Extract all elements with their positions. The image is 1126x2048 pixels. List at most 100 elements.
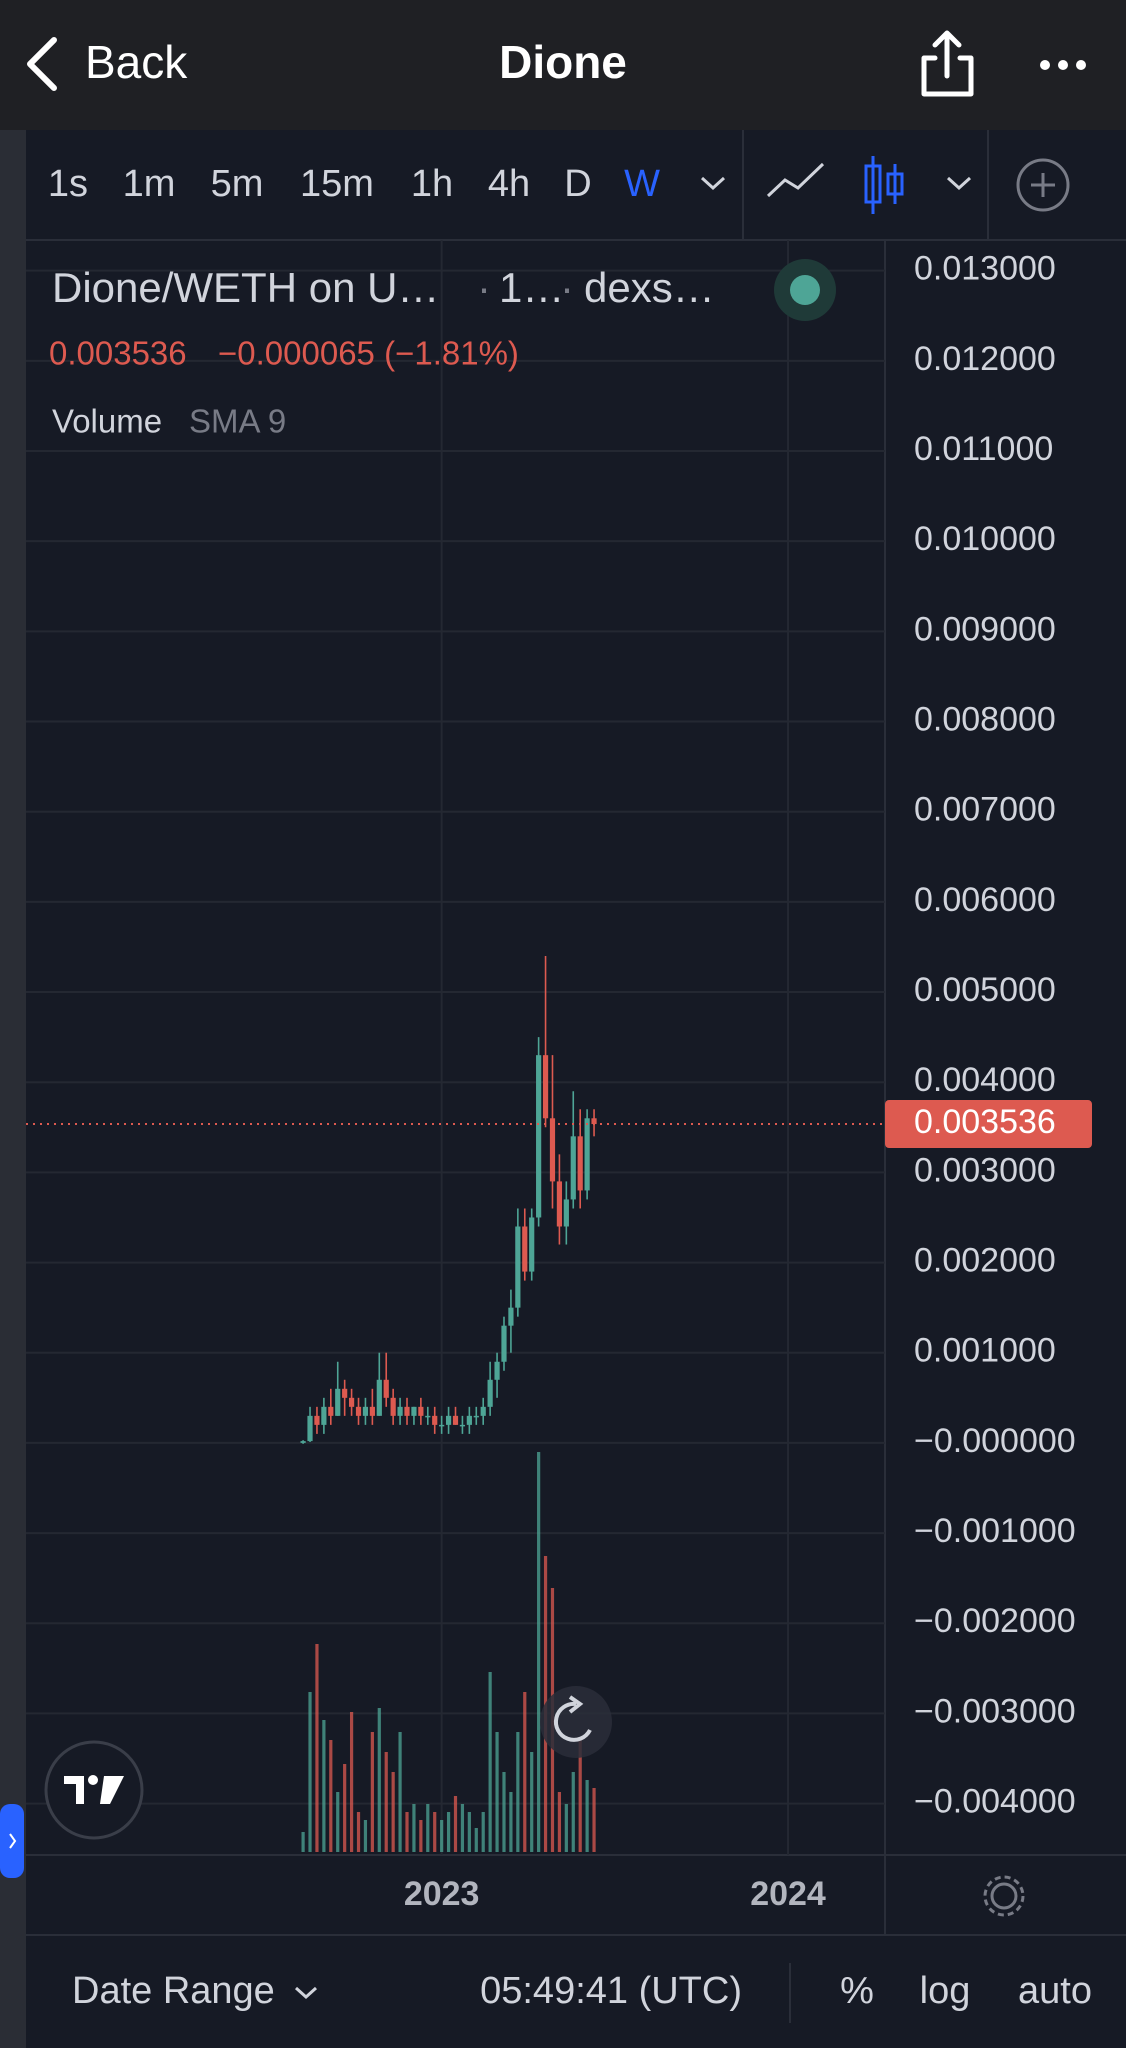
candle-body bbox=[508, 1307, 514, 1326]
volume-bar bbox=[398, 1732, 402, 1852]
volume-bar bbox=[433, 1812, 437, 1852]
plot-area: 0.013000 0.012000 0.011000 0.010000 0.009000… bbox=[26, 240, 1092, 1913]
candle-body bbox=[487, 1379, 493, 1407]
volume-bar bbox=[578, 1740, 582, 1852]
interval-button[interactable]: 4h bbox=[488, 163, 530, 205]
log-toggle[interactable]: log bbox=[920, 1970, 971, 2012]
volume-bar bbox=[446, 1812, 451, 1852]
last-price-label: 0.003536 bbox=[914, 1103, 1056, 1141]
candle-body bbox=[314, 1415, 320, 1425]
candle-body bbox=[494, 1361, 500, 1380]
y-tick-label: 0.004000 bbox=[914, 1061, 1056, 1099]
legend-interval: 1… bbox=[499, 264, 564, 311]
volume-bar bbox=[509, 1792, 513, 1852]
candle-body bbox=[563, 1199, 569, 1227]
volume-bar bbox=[488, 1672, 492, 1852]
y-tick-label: −0.002000 bbox=[914, 1602, 1076, 1640]
line-chart-icon[interactable] bbox=[766, 162, 825, 198]
volume-bar bbox=[322, 1720, 326, 1852]
last-price-badge bbox=[885, 1100, 1092, 1149]
back-icon[interactable] bbox=[27, 37, 57, 91]
candle-body bbox=[549, 1118, 556, 1182]
legend-change: −0.000065 (−1.81%) bbox=[218, 335, 519, 372]
interval-group: 1s 1m 5m 15m 1h 4h D W bbox=[48, 163, 660, 205]
candle-body bbox=[501, 1325, 507, 1362]
nav-title: Dione bbox=[499, 36, 627, 88]
volume-bar bbox=[349, 1712, 354, 1852]
interval-dropdown[interactable] bbox=[700, 176, 726, 191]
volume-bar bbox=[460, 1804, 465, 1852]
candle-body bbox=[355, 1406, 362, 1416]
candle-body bbox=[411, 1406, 417, 1416]
interval-button[interactable]: 1s bbox=[48, 163, 88, 205]
y-tick-label: 0.002000 bbox=[914, 1242, 1056, 1280]
percent-toggle[interactable]: % bbox=[840, 1970, 874, 2012]
candle-body bbox=[515, 1226, 521, 1308]
back-button[interactable]: Back bbox=[85, 36, 188, 88]
candle-body bbox=[466, 1415, 472, 1425]
volume-bar bbox=[426, 1804, 430, 1852]
interval-button[interactable]: D bbox=[564, 163, 591, 205]
more-icon[interactable] bbox=[1040, 60, 1086, 70]
auto-toggle[interactable]: auto bbox=[1018, 1970, 1092, 2012]
candle-body bbox=[577, 1136, 583, 1191]
volume-bar bbox=[405, 1812, 409, 1852]
candle-body bbox=[369, 1406, 375, 1416]
nav-bar bbox=[0, 0, 1126, 130]
legend-dot: · bbox=[477, 264, 491, 311]
indicator-name: Volume bbox=[52, 403, 162, 440]
date-range-button[interactable]: Date Range bbox=[72, 1970, 275, 2012]
volume-bar bbox=[391, 1772, 395, 1852]
candle-chart-icon[interactable] bbox=[864, 156, 904, 214]
candle-body bbox=[445, 1415, 452, 1425]
volume-bar bbox=[356, 1812, 361, 1852]
volume-bar bbox=[564, 1804, 568, 1852]
legend-symbol: Dione/WETH on U… bbox=[52, 264, 439, 311]
interval-button[interactable]: 1h bbox=[411, 163, 453, 205]
y-tick-label: 0.003000 bbox=[914, 1151, 1056, 1189]
candle-body bbox=[404, 1406, 410, 1416]
interval-button[interactable]: 1m bbox=[123, 163, 176, 205]
volume-bar bbox=[530, 1752, 534, 1852]
volume-bar bbox=[301, 1832, 305, 1852]
volume-bar bbox=[481, 1812, 485, 1852]
tradingview-logo[interactable] bbox=[44, 1740, 144, 1840]
candle-body bbox=[425, 1415, 431, 1418]
interval-button[interactable]: W bbox=[624, 163, 660, 205]
candle-body bbox=[556, 1181, 563, 1227]
candle-body bbox=[307, 1415, 313, 1442]
x-tick-label: 2024 bbox=[750, 1875, 826, 1913]
y-tick-label: −0.000000 bbox=[914, 1422, 1076, 1460]
toolbar bbox=[26, 130, 1126, 240]
volume-bar bbox=[516, 1732, 520, 1852]
candle-body bbox=[473, 1415, 479, 1418]
y-tick-label: −0.004000 bbox=[914, 1783, 1076, 1821]
clock: 05:49:41 (UTC) bbox=[480, 1970, 742, 2012]
side-panel-toggle[interactable] bbox=[0, 1804, 24, 1878]
candle-body bbox=[522, 1226, 528, 1272]
volume-bar bbox=[412, 1804, 416, 1852]
legend-exchange: dexs… bbox=[584, 264, 715, 311]
settings-icon[interactable] bbox=[983, 1875, 1025, 1917]
volume-bar bbox=[502, 1772, 506, 1852]
y-tick-label: 0.001000 bbox=[914, 1332, 1056, 1370]
share-icon[interactable] bbox=[921, 30, 974, 97]
reset-chart-button[interactable] bbox=[540, 1686, 612, 1758]
chart-type-dropdown[interactable] bbox=[946, 176, 972, 191]
date-range-dropdown bbox=[294, 1986, 318, 2000]
volume-bar bbox=[474, 1828, 478, 1852]
volume-bar bbox=[557, 1792, 562, 1852]
y-tick-label: 0.013000 bbox=[914, 250, 1056, 288]
interval-button[interactable]: 5m bbox=[211, 163, 264, 205]
x-tick-label: 2023 bbox=[404, 1875, 480, 1913]
volume-bar bbox=[585, 1780, 589, 1852]
add-indicator-button[interactable] bbox=[1016, 158, 1070, 212]
interval-button[interactable]: 15m bbox=[300, 163, 374, 205]
candle-body bbox=[432, 1415, 438, 1425]
volume-bar bbox=[571, 1772, 575, 1852]
side-toggle-icon bbox=[9, 1833, 17, 1849]
candle-body bbox=[439, 1424, 445, 1427]
volume-bar bbox=[453, 1796, 458, 1852]
